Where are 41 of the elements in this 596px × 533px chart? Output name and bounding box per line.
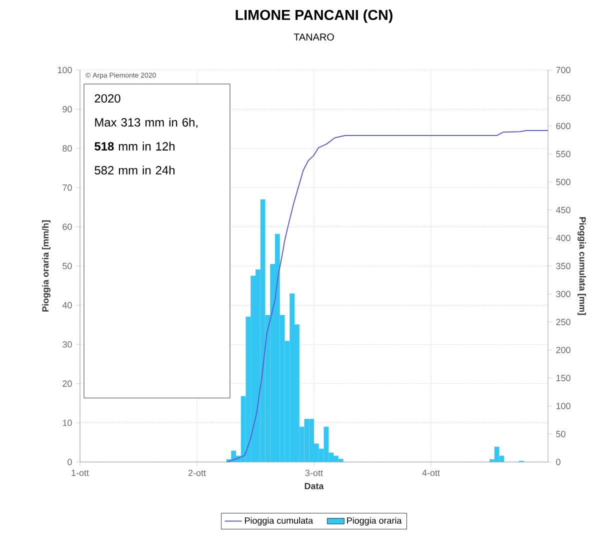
annotation: 2020 [94, 94, 120, 103]
y2-tick-label: 100 [556, 402, 570, 410]
x-tick-label: 4-ott [422, 470, 440, 476]
y-tick-label: 30 [62, 341, 72, 348]
legend-label: Pioggia cumulata [245, 517, 314, 526]
y2-tick-label: 400 [556, 234, 570, 242]
chart-title: LIMONE PANCANI (CN) [236, 10, 392, 23]
y-tick-label: 40 [62, 302, 72, 308]
annotation: 518 mm in 12h [94, 142, 174, 151]
y-axis-title: Pioggia oraria [mm/h] [42, 220, 50, 312]
annotation: 582 mm in 24h [94, 166, 174, 174]
y-tick-label: 90 [62, 106, 72, 112]
y-tick-label: 0 [68, 458, 72, 466]
y-tick-label: 60 [62, 224, 72, 230]
x-axis-title: Data [304, 482, 324, 490]
y2-axis-title: Pioggia cumulata [mm] [578, 217, 586, 315]
y2-tick-label: 650 [556, 94, 570, 102]
y-tick-label: 50 [62, 262, 72, 270]
y2-tick-label: 500 [556, 178, 570, 186]
x-tick-label: 1-ott [72, 470, 89, 476]
y2-tick-label: 200 [556, 346, 570, 354]
y2-tick-label: 350 [556, 262, 570, 270]
y-tick-label: 80 [62, 145, 72, 152]
y2-tick-label: 700 [556, 66, 570, 74]
y2-tick-label: 550 [556, 150, 570, 158]
y2-tick-label: 50 [556, 430, 566, 438]
x-tick-label: 2-ott [188, 470, 206, 476]
y2-tick-label: 600 [556, 122, 570, 130]
y-tick-label: 20 [62, 380, 72, 387]
legend-label: Pioggia oraria [347, 517, 402, 526]
y2-tick-label: 0 [556, 458, 560, 466]
y-tick-label: 100 [58, 66, 72, 74]
chart-subtitle: TANARO [294, 34, 334, 41]
y-tick-label: 70 [62, 184, 72, 191]
annotation: Max 313 mm in 6h, [95, 118, 198, 128]
y2-tick-label: 450 [556, 206, 570, 214]
x-tick-label: 3-ott [305, 470, 323, 476]
y2-tick-label: 300 [556, 290, 570, 298]
y2-tick-label: 250 [556, 318, 570, 326]
y2-tick-label: 150 [556, 374, 570, 382]
y-tick-label: 10 [62, 420, 72, 426]
